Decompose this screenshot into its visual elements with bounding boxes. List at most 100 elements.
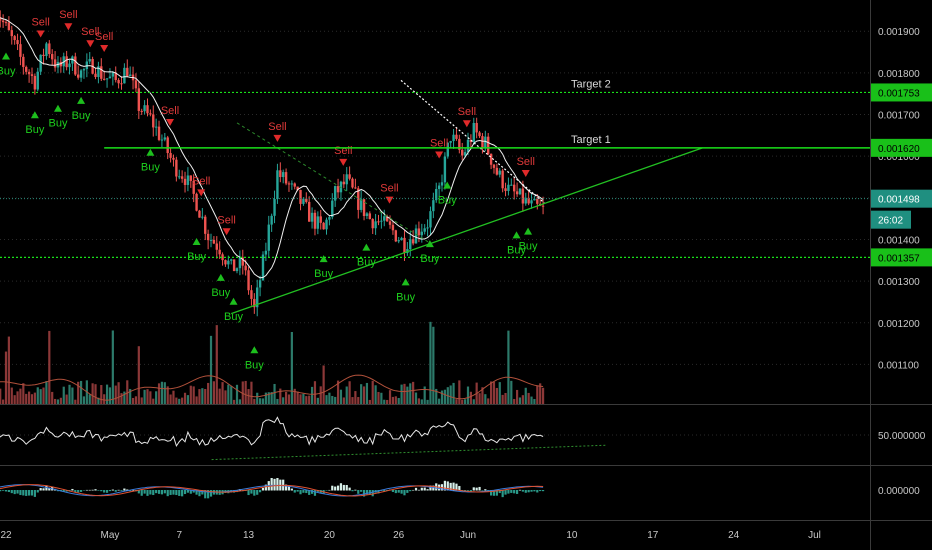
sell-signal-icon (521, 170, 530, 177)
volume-bar (539, 383, 542, 404)
candle-body (4, 22, 8, 24)
volume-bar (449, 385, 452, 404)
macd-histogram-bar (259, 490, 262, 493)
candle-body (256, 287, 259, 308)
rsi-pane[interactable] (0, 416, 870, 461)
macd-histogram-bar (360, 490, 363, 492)
macd-histogram-bar (270, 478, 273, 491)
volume-bar (74, 399, 77, 404)
volume-bar (319, 386, 322, 404)
buy-signal-icon (216, 273, 225, 281)
volume-bar (134, 396, 138, 404)
macd-pane[interactable] (0, 478, 545, 499)
macd-histogram-bar (293, 490, 296, 493)
candle-body (391, 224, 395, 231)
candle-body (212, 239, 216, 244)
volume-bar (62, 386, 65, 404)
volume-bar (212, 381, 215, 404)
price-pane[interactable]: BuyBuyBuyBuyBuyBuyBuyBuyBuyBuyBuyBuyBuyB… (0, 0, 870, 404)
buy-signal-icon (229, 297, 238, 305)
macd-histogram-bar (33, 490, 36, 497)
candle-body (446, 142, 449, 157)
sell-signal-label: Sell (192, 175, 210, 187)
candle-body (276, 170, 279, 200)
volume-bar (273, 383, 276, 404)
volume-bar (253, 398, 256, 404)
level-price-tag (871, 83, 932, 102)
macd-histogram-bar (4, 490, 8, 492)
time-axis[interactable]: 22 May 7 13 20 26 Jun 10 17 24 Jul (0, 530, 820, 541)
volume-bar (362, 386, 366, 404)
macd-histogram-bar (30, 490, 34, 496)
sell-signal-label: Sell (430, 138, 448, 150)
buy-signal-icon (401, 278, 410, 286)
volume-bar (218, 388, 221, 404)
volume-bar (440, 390, 444, 404)
candle-body (365, 213, 369, 216)
macd-histogram-bar (189, 490, 192, 494)
candle-body (169, 153, 172, 158)
level-price-tag (871, 138, 932, 157)
candle-body (166, 137, 169, 154)
candle-body (117, 79, 120, 84)
macd-histogram-bar (357, 490, 360, 494)
candle-body (13, 36, 16, 41)
volume-bar (481, 387, 484, 404)
candle-body (348, 174, 351, 179)
macd-histogram-bar (172, 490, 175, 495)
macd-histogram-bar (455, 483, 458, 491)
volume-bar (169, 394, 172, 404)
candle-body (230, 259, 233, 261)
volume-bar (397, 397, 400, 404)
candle-body (149, 113, 152, 115)
buy-signal-label: Buy (314, 268, 333, 280)
volume-bar (146, 389, 149, 404)
macd-histogram-bar (443, 480, 446, 491)
macd-histogram-bar (16, 490, 19, 494)
price-tick-label: 0.001600 (878, 152, 920, 163)
candle-body (400, 237, 403, 241)
volume-bar (388, 390, 392, 404)
volume-bar (123, 391, 126, 404)
macd-histogram-bar (394, 490, 397, 494)
candle-body (1, 20, 5, 23)
volume-bar (377, 391, 380, 404)
volume-bar (181, 397, 184, 404)
volume-bar (357, 397, 360, 404)
volume-bar (137, 346, 140, 404)
candle-body (472, 122, 475, 143)
volume-bar (406, 386, 409, 404)
volume-bar (114, 385, 117, 404)
price-axis[interactable]: 0.0019000.0018000.0017000.0016000.001500… (871, 0, 932, 550)
volume-bar (4, 351, 8, 404)
candle-body (368, 213, 372, 220)
sell-signal-icon (273, 134, 282, 142)
macd-histogram-bar (157, 490, 161, 494)
volume-bar (0, 388, 2, 404)
macd-histogram-bar (36, 490, 39, 493)
volume-bar (59, 397, 62, 404)
volume-bar (79, 380, 83, 404)
volume-bar (48, 330, 51, 404)
macd-histogram-bar (273, 478, 276, 491)
candle-body (273, 199, 276, 216)
volume-bar (77, 381, 80, 404)
macd-histogram-bar (10, 490, 13, 494)
level-lines: Target 2 Target 1 (0, 78, 870, 258)
candle-body (253, 298, 256, 308)
macd-histogram-bar (504, 490, 507, 495)
candle-body (484, 136, 487, 148)
macd-histogram-bar (296, 490, 299, 492)
macd-histogram-bar (308, 490, 311, 495)
volume-bar (279, 388, 282, 404)
buy-signal-icon (77, 96, 86, 104)
volume-bar (495, 387, 498, 404)
volume-bar (299, 394, 302, 404)
volume-bar (264, 392, 267, 404)
candle-body (302, 198, 305, 204)
volume-bars (0, 321, 545, 404)
candle-body (261, 254, 265, 281)
buy-signal-icon (512, 231, 521, 239)
macd-histogram-bar (103, 490, 106, 493)
